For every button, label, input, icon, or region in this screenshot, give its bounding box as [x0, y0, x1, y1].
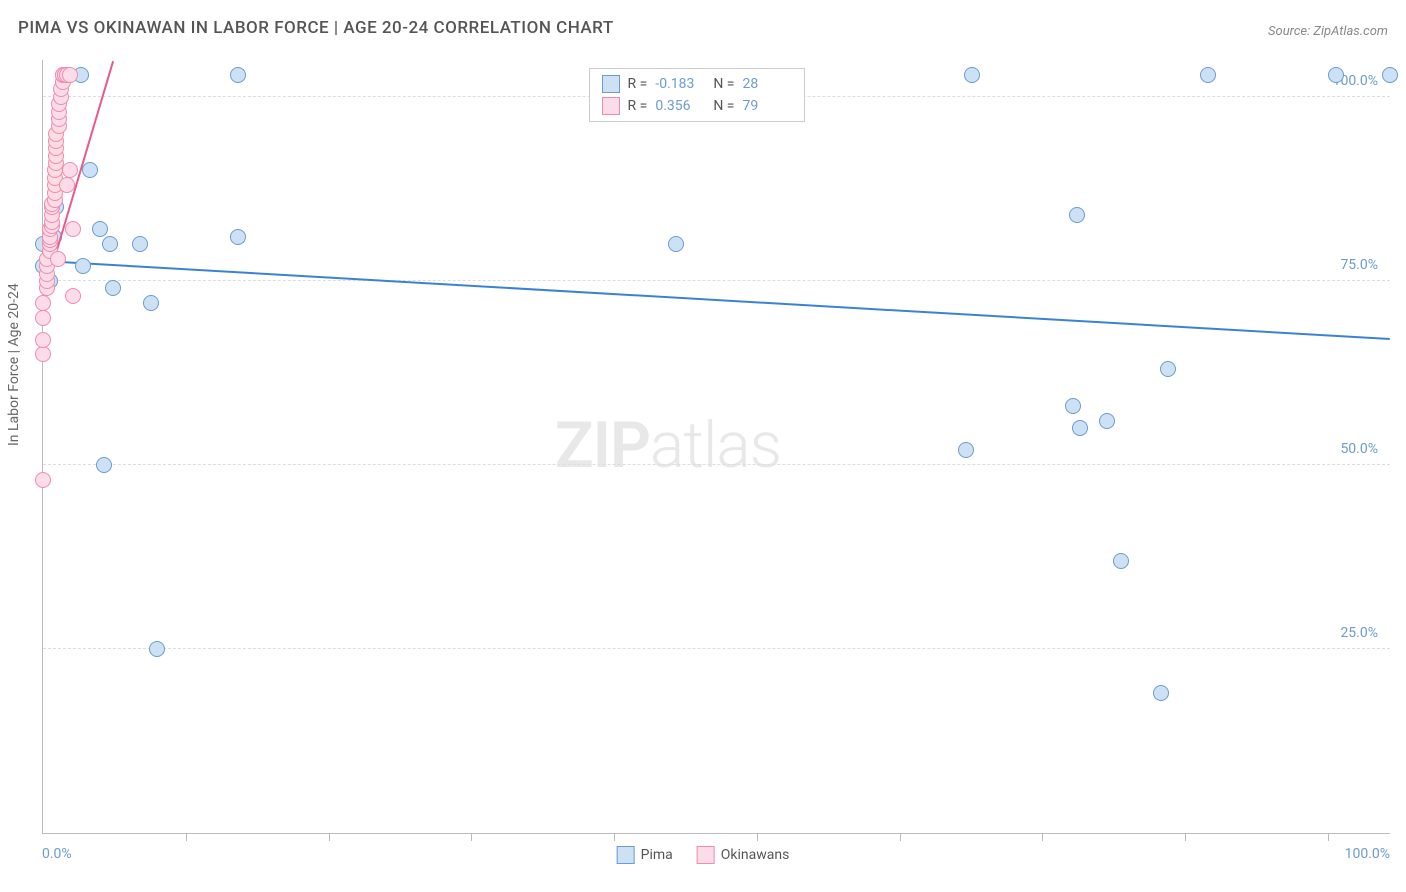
- source-attribution: Source: ZipAtlas.com: [1268, 24, 1388, 39]
- data-point: [82, 162, 98, 178]
- data-point: [65, 288, 81, 304]
- chart-title: PIMA VS OKINAWAN IN LABOR FORCE | AGE 20…: [18, 18, 614, 38]
- data-point: [102, 236, 118, 252]
- n-value: 28: [742, 76, 792, 92]
- x-tick: [757, 833, 758, 841]
- data-point: [59, 177, 75, 193]
- gridline-horizontal: [43, 464, 1390, 465]
- data-point: [65, 221, 81, 237]
- trend-line: [43, 260, 1390, 340]
- legend-swatch: [617, 846, 635, 864]
- data-point: [132, 236, 148, 252]
- data-point: [1065, 398, 1081, 414]
- gridline-horizontal: [43, 648, 1390, 649]
- data-point: [50, 251, 66, 267]
- n-label: N =: [713, 76, 734, 92]
- x-axis-max-label: 100.0%: [1345, 846, 1390, 862]
- data-point: [96, 457, 112, 473]
- data-point: [75, 258, 91, 274]
- x-tick: [614, 833, 615, 841]
- data-point: [958, 442, 974, 458]
- data-point: [35, 332, 51, 348]
- x-tick: [900, 833, 901, 841]
- legend-item: Pima: [617, 846, 673, 864]
- data-point: [35, 472, 51, 488]
- data-point: [964, 67, 980, 83]
- data-point: [35, 346, 51, 362]
- n-value: 79: [742, 98, 792, 114]
- legend-label: Pima: [641, 847, 673, 863]
- x-tick: [471, 833, 472, 841]
- legend-swatch: [697, 846, 715, 864]
- data-point: [92, 221, 108, 237]
- data-point: [62, 162, 78, 178]
- data-point: [105, 280, 121, 296]
- data-point: [149, 641, 165, 657]
- data-point: [1382, 67, 1398, 83]
- data-point: [1153, 685, 1169, 701]
- stats-row: R = -0.183 N = 28: [590, 73, 805, 95]
- x-tick: [1042, 833, 1043, 841]
- y-axis-label: In Labor Force | Age 20-24: [6, 283, 22, 446]
- stats-row: R = 0.356 N = 79: [590, 95, 805, 117]
- scatter-plot-area: ZIPatlas 25.0%50.0%75.0%100.0%R =-0.183N…: [42, 60, 1390, 834]
- data-point: [668, 236, 684, 252]
- data-point: [1328, 67, 1344, 83]
- data-point: [230, 229, 246, 245]
- legend-item: Okinawans: [697, 846, 790, 864]
- r-label: R =: [628, 76, 648, 92]
- data-point: [230, 67, 246, 83]
- data-point: [1099, 413, 1115, 429]
- r-value: -0.183: [655, 76, 705, 92]
- y-tick-label: 25.0%: [1340, 625, 1378, 641]
- series-legend: Pima Okinawans: [617, 846, 790, 864]
- data-point: [62, 67, 78, 83]
- data-point: [1069, 207, 1085, 223]
- y-tick-label: 50.0%: [1340, 441, 1378, 457]
- data-point: [1200, 67, 1216, 83]
- x-axis-min-label: 0.0%: [42, 846, 72, 862]
- n-label: N =: [713, 98, 734, 114]
- data-point: [143, 295, 159, 311]
- data-point: [1160, 361, 1176, 377]
- r-value: 0.356: [655, 98, 705, 114]
- x-tick: [1185, 833, 1186, 841]
- x-tick: [329, 833, 330, 841]
- gridline-horizontal: [43, 280, 1390, 281]
- series-swatch: [602, 97, 620, 115]
- series-swatch: [602, 75, 620, 93]
- x-tick: [1328, 833, 1329, 841]
- legend-label: Okinawans: [721, 847, 790, 863]
- y-tick-label: 75.0%: [1340, 257, 1378, 273]
- watermark: ZIPatlas: [555, 408, 781, 483]
- data-point: [35, 310, 51, 326]
- r-label: R =: [628, 98, 648, 114]
- correlation-stats-box: R = -0.183 N = 28 R = 0.356 N = 79: [589, 68, 806, 122]
- x-tick: [186, 833, 187, 841]
- data-point: [1072, 420, 1088, 436]
- data-point: [35, 295, 51, 311]
- data-point: [1113, 553, 1129, 569]
